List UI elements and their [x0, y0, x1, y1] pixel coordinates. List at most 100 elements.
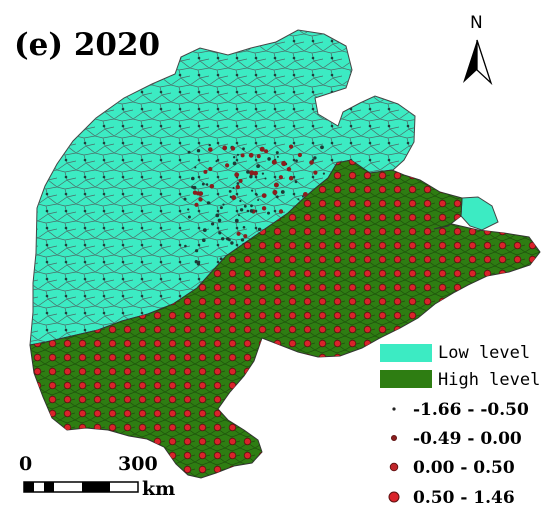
transition-dot [222, 145, 228, 151]
transition-dot [280, 190, 285, 194]
transition-dot [281, 160, 287, 167]
transition-dot [238, 214, 240, 217]
north-arrow-outline [476, 39, 493, 86]
transition-dot [256, 154, 261, 159]
transition-dot [242, 147, 245, 151]
transition-dot [208, 166, 213, 172]
low-level-coastal-patch [460, 196, 499, 231]
transition-dot [230, 241, 234, 245]
north-arrow-icon [463, 40, 477, 83]
transition-dot [264, 149, 269, 154]
transition-dot [215, 160, 218, 163]
transition-dot [191, 176, 195, 181]
transition-dot [198, 191, 204, 197]
transition-dot [184, 244, 187, 248]
transition-dot [256, 164, 260, 169]
transition-dot [289, 144, 294, 149]
scale-label-start: 0 [19, 453, 32, 475]
transition-dot [267, 211, 270, 215]
transition-dot [301, 195, 304, 198]
legend-label-low: Low level [438, 343, 530, 363]
transition-dot [187, 150, 191, 154]
transition-dot [236, 231, 241, 236]
transition-dot [236, 153, 239, 156]
transition-dot [202, 228, 207, 233]
transition-dot [235, 184, 240, 190]
legend-symbol-class-2 [390, 434, 397, 441]
legend-symbol-class-1 [392, 407, 396, 411]
transition-dot [257, 199, 260, 201]
transition-dot [233, 156, 236, 159]
transition-dot [309, 160, 314, 165]
transition-dot [217, 218, 222, 223]
scale-unit: km [142, 478, 175, 500]
scale-bar-segment-3 [82, 482, 110, 492]
transition-dot [219, 206, 223, 210]
transition-dot [194, 202, 199, 207]
scale-bar: 0 300 km [19, 453, 175, 500]
transition-dot [243, 204, 247, 208]
transition-dot [276, 155, 279, 158]
legend: Low level High level -1.66 - -0.50 -0.49… [380, 343, 540, 508]
transition-dot [288, 175, 294, 181]
north-arrow: N [463, 13, 493, 86]
transition-dot [249, 170, 255, 176]
transition-dot [248, 152, 254, 158]
transition-dot [255, 193, 258, 196]
transition-dot [251, 189, 254, 192]
transition-dot [242, 226, 246, 229]
transition-dot [267, 157, 271, 161]
transition-dot [211, 222, 215, 226]
transition-dot [239, 208, 244, 212]
transition-dot [238, 178, 243, 183]
transition-dot [234, 172, 240, 178]
transition-dot [257, 227, 262, 231]
transition-dot [194, 260, 198, 264]
legend-label-class-2: -0.49 - 0.00 [413, 429, 522, 449]
transition-dot [322, 172, 325, 175]
transition-dot [230, 146, 236, 151]
transition-dot [243, 234, 248, 239]
transition-dot [278, 175, 283, 180]
transition-dot [194, 166, 197, 169]
transition-dot [187, 208, 190, 211]
transition-dot [261, 172, 264, 175]
transition-dot [183, 197, 187, 201]
panel-title: (e) 2020 [14, 27, 160, 63]
transition-dot [313, 156, 317, 160]
scale-bar-frame [23, 481, 139, 493]
transition-dot [240, 153, 245, 158]
transition-dot [249, 175, 253, 179]
transition-dot [246, 170, 250, 174]
legend-label-class-3: 0.00 - 0.50 [413, 458, 515, 478]
north-label: N [470, 13, 483, 33]
legend-swatch-low [380, 344, 432, 362]
scale-bar-segment-1 [24, 482, 34, 492]
legend-swatch-high [380, 370, 432, 388]
transition-dot [232, 161, 237, 166]
transition-dot [208, 147, 213, 152]
transition-dot [222, 203, 225, 206]
transition-dot [208, 143, 211, 147]
transition-dot [272, 189, 278, 195]
transition-dot [202, 238, 206, 242]
transition-dot [271, 159, 277, 165]
transition-dot [273, 182, 279, 188]
transition-dot [231, 195, 237, 201]
transition-dot [275, 151, 279, 155]
transition-dot [228, 190, 232, 193]
transition-dot [250, 204, 253, 208]
transition-dot [259, 146, 265, 152]
transition-dot [206, 201, 211, 205]
transition-dot [201, 182, 205, 186]
transition-dot [234, 218, 239, 223]
transition-dot [264, 177, 267, 180]
legend-label-high: High level [438, 370, 540, 390]
transition-dot [295, 159, 298, 163]
transition-dot [203, 169, 208, 174]
transition-dot [196, 149, 201, 153]
transition-dot [225, 163, 230, 168]
transition-dot [261, 206, 267, 211]
transition-dot [261, 193, 267, 199]
transition-dot [221, 237, 225, 241]
